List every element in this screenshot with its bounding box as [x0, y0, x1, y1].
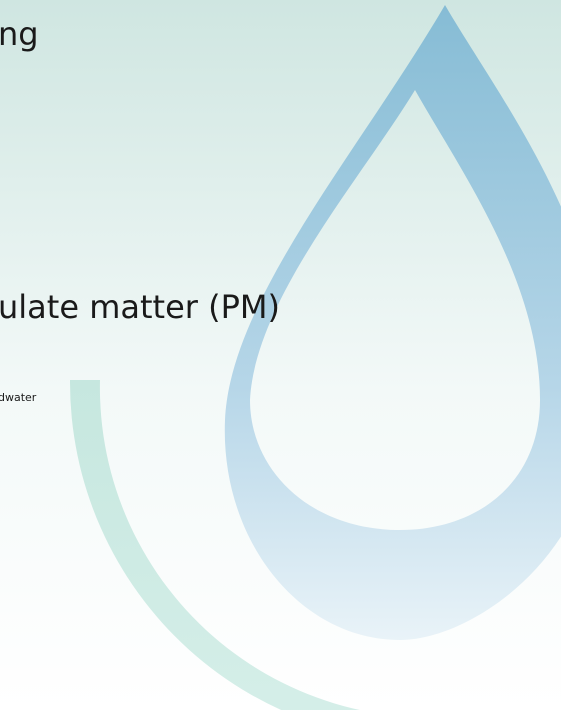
heading: ng	[0, 15, 39, 53]
subheading: ulate matter (PM)	[0, 288, 280, 326]
note: dwater	[0, 391, 37, 404]
water-drop	[224, 5, 561, 640]
arc-decoration	[69, 380, 500, 710]
